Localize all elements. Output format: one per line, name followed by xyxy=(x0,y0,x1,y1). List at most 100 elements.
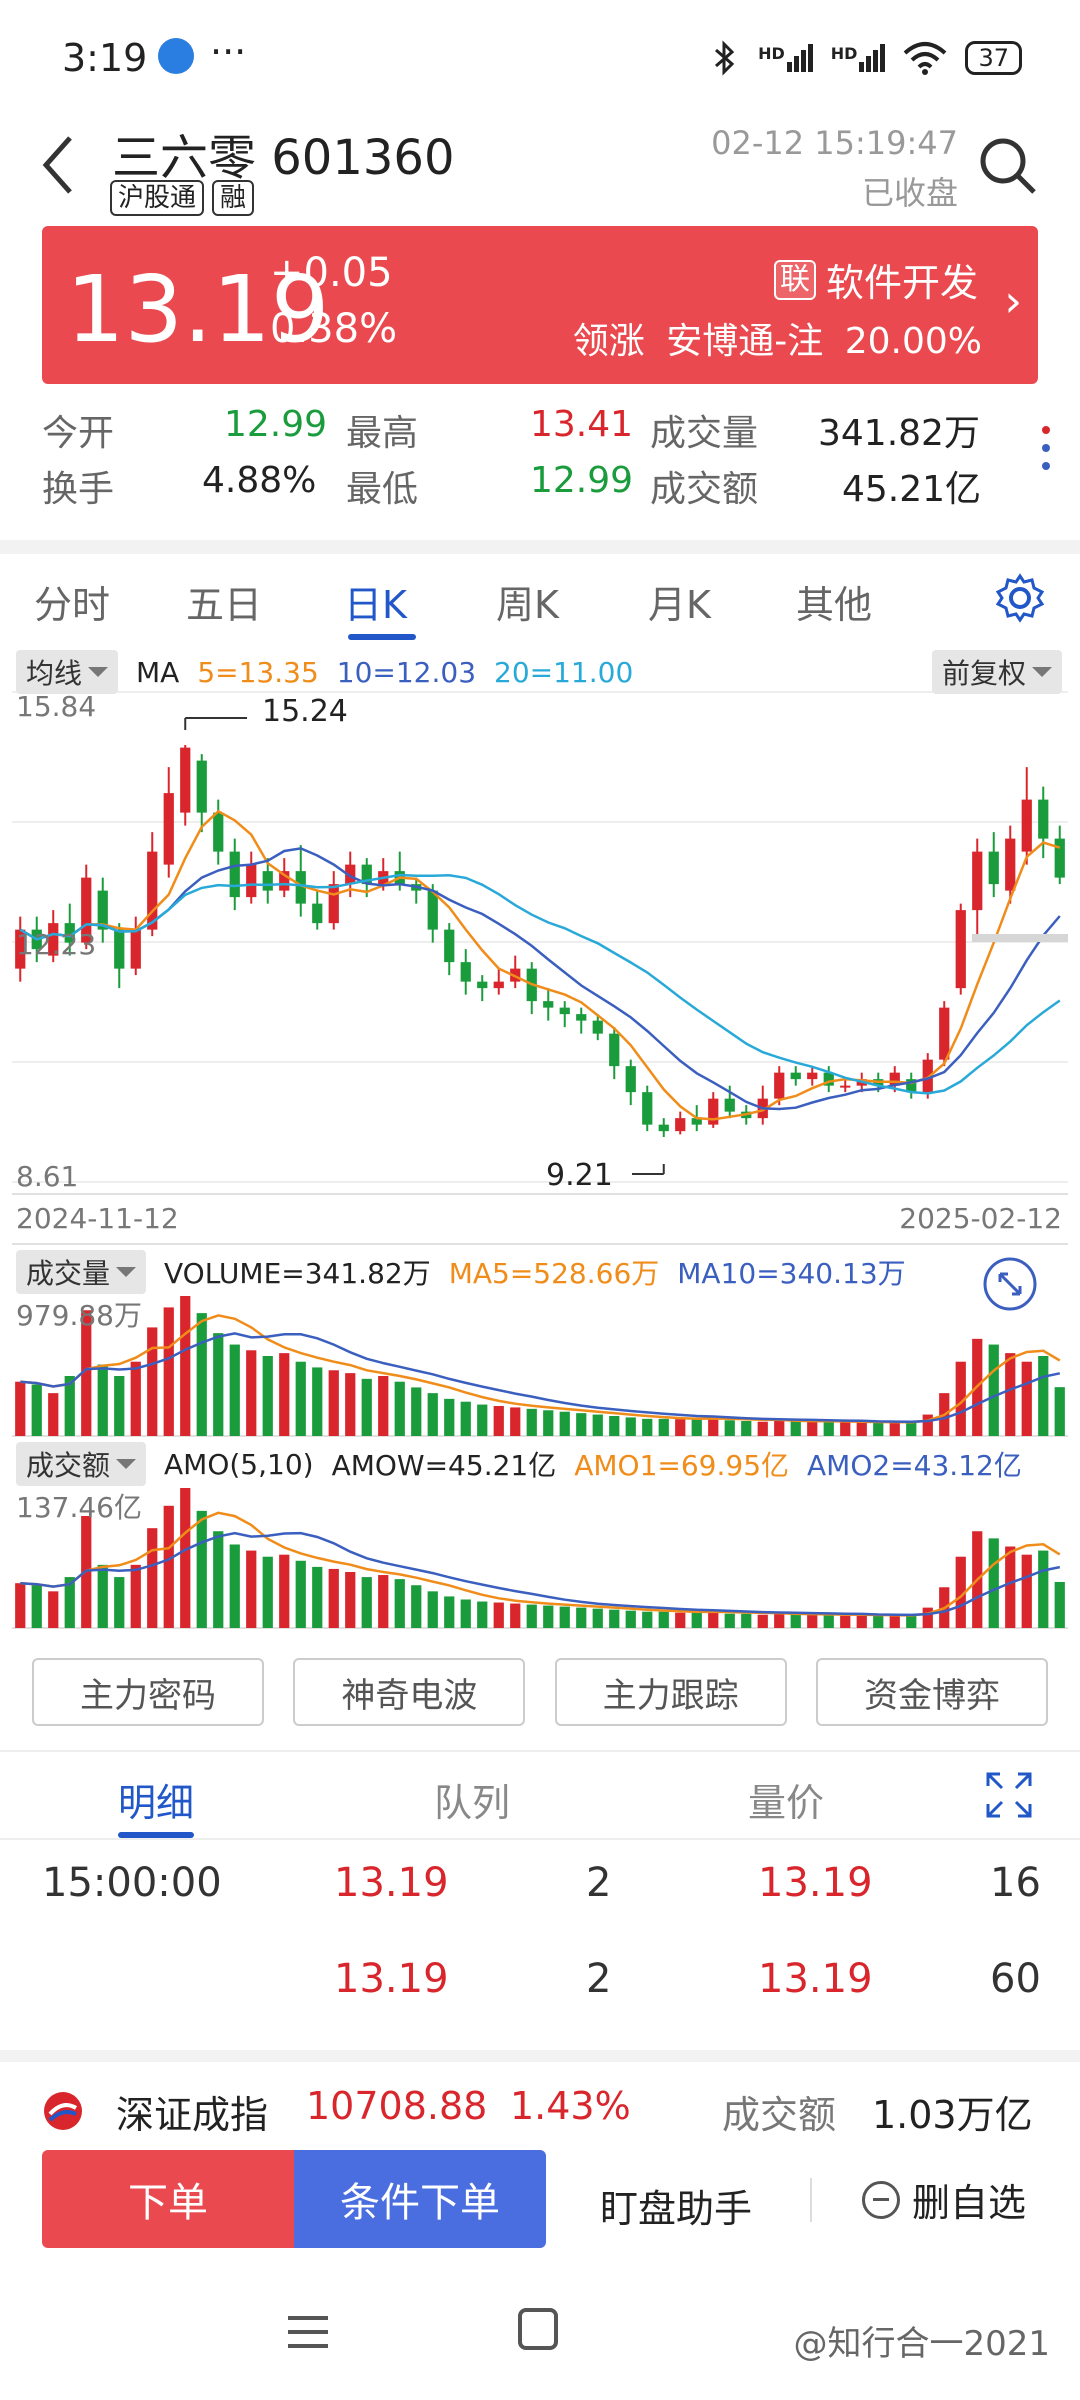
trade-price: 13.19 xyxy=(334,1860,449,1906)
table-row: 15:00:00 13.19 2 13.19 16 xyxy=(0,1840,1080,1930)
low-label: 最低 xyxy=(346,469,419,510)
amount-bar xyxy=(1038,1550,1049,1628)
candle-body xyxy=(1054,838,1065,878)
kline-chart[interactable] xyxy=(12,646,1068,1636)
quote-datetime: 02-12 15:19:47 xyxy=(711,124,958,162)
volume-bar xyxy=(757,1421,768,1436)
amount-bar xyxy=(213,1531,224,1628)
adjust-selector[interactable]: 前复权 xyxy=(931,650,1062,694)
candle-body xyxy=(295,871,306,904)
amount-bar xyxy=(675,1612,686,1628)
magic-wave-button[interactable]: 神奇电波 xyxy=(293,1658,526,1726)
app-notification-icon xyxy=(158,38,194,74)
search-icon[interactable] xyxy=(976,134,1040,198)
volume-bar xyxy=(1054,1387,1065,1436)
candle-body xyxy=(460,962,471,982)
volume-bar xyxy=(856,1421,867,1436)
amount-bar xyxy=(543,1605,554,1628)
amount-bar xyxy=(609,1609,620,1628)
expand-chart-icon[interactable] xyxy=(982,1256,1038,1312)
back-arrow-icon[interactable] xyxy=(38,130,78,200)
more-vertical-icon[interactable] xyxy=(1026,412,1066,492)
index-bar[interactable]: 深证成指 10708.88 1.43% 成交额 1.03万亿 xyxy=(0,2050,1080,2140)
menu-icon[interactable] xyxy=(286,2312,330,2352)
amount-bar xyxy=(856,1614,867,1628)
tag-connect: 沪股通 xyxy=(110,180,205,216)
volume-bar xyxy=(988,1344,999,1436)
order-button[interactable]: 下单 xyxy=(42,2150,294,2248)
candle-body xyxy=(345,864,356,885)
candle-body xyxy=(609,1033,620,1067)
tab-detail[interactable]: 明细 xyxy=(118,1781,195,1825)
gear-icon[interactable] xyxy=(992,570,1048,626)
amount-bar xyxy=(460,1599,471,1628)
amount-bar xyxy=(229,1544,240,1628)
tab-weekly-k[interactable]: 周K xyxy=(496,583,559,627)
volume-bar xyxy=(147,1327,158,1436)
fullscreen-icon[interactable] xyxy=(984,1770,1034,1820)
tab-intraday[interactable]: 分时 xyxy=(34,583,111,627)
tab-monthly-k[interactable]: 月K xyxy=(648,583,711,627)
amount-bar xyxy=(345,1571,356,1628)
amount-axis-top: 137.46亿 xyxy=(16,1491,142,1524)
volume-bar xyxy=(625,1417,636,1436)
volume-bar xyxy=(543,1410,554,1436)
kline-panel: 均线 MA 5=13.35 10=12.03 20=11.00 前复权 15.8… xyxy=(12,646,1068,1636)
status-time: 3:19 xyxy=(62,36,148,80)
price-banner[interactable]: 13.19 +0.05 0.38% 联 软件开发 领涨 安博通-注 20.00%… xyxy=(42,226,1038,384)
amo-label: AMO(5,10) xyxy=(164,1447,314,1481)
tab-daily-k[interactable]: 日K xyxy=(344,583,407,627)
conditional-order-button[interactable]: 条件下单 xyxy=(294,2150,546,2248)
home-icon[interactable] xyxy=(518,2308,558,2350)
volume-legend: 成交量 VOLUME=341.82万 MA5=528.66万 MA10=340.… xyxy=(16,1250,906,1294)
current-price: 13.19 xyxy=(66,256,330,363)
volume-bar xyxy=(163,1307,174,1436)
volume-bar xyxy=(889,1422,900,1436)
volume-bar xyxy=(922,1414,933,1436)
tab-queue[interactable]: 队列 xyxy=(434,1781,511,1825)
index-name: 深证成指 xyxy=(116,2093,269,2137)
amount-bar xyxy=(48,1591,59,1628)
amount-bar xyxy=(493,1602,504,1628)
remove-watchlist-button[interactable]: 删自选 xyxy=(862,2172,1026,2227)
leader-pct: 20.00% xyxy=(844,321,982,362)
volume-bar xyxy=(774,1420,785,1436)
volume-bar xyxy=(559,1411,570,1436)
tab-volume-price[interactable]: 量价 xyxy=(748,1781,825,1825)
volume-bar xyxy=(873,1421,884,1436)
amount-bar xyxy=(592,1608,603,1628)
candle-body xyxy=(97,890,108,930)
sector-link[interactable]: 联 软件开发 xyxy=(773,252,978,307)
index-amount: 1.03万亿 xyxy=(872,2093,1033,2137)
volume-selector[interactable]: 成交量 xyxy=(16,1250,147,1294)
divider xyxy=(810,2178,812,2222)
bottom-actions: 下单 条件下单 盯盘助手 删自选 xyxy=(0,2142,1080,2252)
candle-body xyxy=(262,871,273,891)
indicator-selector[interactable]: 均线 xyxy=(16,650,119,694)
watch-helper-button[interactable]: 盯盘助手 xyxy=(600,2187,753,2231)
trade-price: 13.19 xyxy=(334,1956,449,2002)
capital-game-button[interactable]: 资金博弈 xyxy=(815,1658,1048,1726)
amount-selector[interactable]: 成交额 xyxy=(16,1442,147,1486)
sector-label: 软件开发 xyxy=(825,261,978,305)
volume-bar xyxy=(378,1375,389,1436)
volume-bar xyxy=(444,1398,455,1436)
tab-five-day[interactable]: 五日 xyxy=(186,583,263,627)
volume-bar xyxy=(691,1419,702,1436)
price-axis-mid: 12.23 xyxy=(16,928,97,961)
amow-value: AMOW=45.21亿 xyxy=(331,1449,557,1482)
volume-bar xyxy=(609,1415,620,1436)
volume-bar xyxy=(246,1350,257,1436)
candle-body xyxy=(675,1118,686,1132)
volume-bar xyxy=(510,1407,521,1436)
main-force-code-button[interactable]: 主力密码 xyxy=(32,1658,264,1726)
minus-circle-icon xyxy=(862,2180,900,2219)
volume-bar xyxy=(345,1373,356,1436)
main-force-track-button[interactable]: 主力跟踪 xyxy=(554,1658,787,1726)
tab-other[interactable]: 其他 xyxy=(796,583,873,627)
amount-bar xyxy=(427,1591,438,1628)
candle-body xyxy=(147,851,158,930)
candle-body xyxy=(658,1124,669,1132)
amount-bar xyxy=(312,1566,323,1628)
volume-bar xyxy=(279,1353,290,1436)
